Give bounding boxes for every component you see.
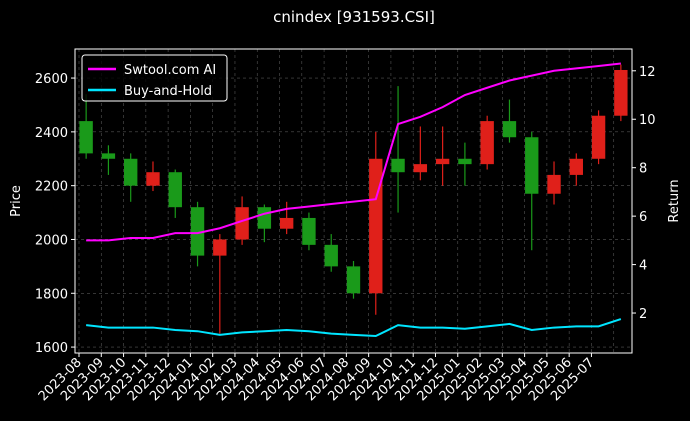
y2-tick-label: 12 — [639, 65, 656, 80]
legend-label: Buy-and-Hold — [124, 84, 212, 99]
candle-body — [168, 172, 182, 208]
y2-tick-label: 8 — [639, 162, 647, 177]
line-series — [86, 62, 621, 242]
y2-tick-label: 10 — [639, 113, 656, 128]
y2-axis-label: Return — [667, 179, 682, 222]
chart-title: cnindex [931593.CSI] — [273, 8, 435, 26]
candle-body — [302, 217, 316, 245]
candle-body — [502, 121, 517, 138]
candle-body — [413, 164, 428, 173]
candle-body — [569, 158, 583, 175]
candle-body — [525, 137, 539, 194]
candle-body — [391, 158, 405, 173]
y-tick-label: 2200 — [35, 180, 68, 195]
candle-body — [435, 158, 450, 165]
candle-body — [614, 69, 628, 116]
legend-label: Swtool.com AI — [124, 63, 216, 78]
y2-tick-label: 6 — [639, 210, 647, 225]
candle-body — [124, 158, 138, 186]
candle-body — [146, 172, 160, 186]
legend: Swtool.com AI Buy-and-Hold — [81, 54, 228, 102]
line-series — [86, 318, 622, 338]
candle-body — [346, 266, 361, 294]
candle-body — [458, 158, 472, 165]
candle-body — [235, 207, 249, 240]
y-tick-label: 2600 — [35, 72, 68, 87]
candle-body — [79, 121, 93, 154]
candle-body — [101, 153, 116, 159]
y-tick-label: 1600 — [35, 341, 68, 356]
candle-body — [213, 239, 227, 256]
candle-body — [547, 174, 561, 194]
candle-body — [591, 115, 606, 159]
y2-tick-label: 2 — [639, 307, 647, 322]
plot-frame — [74, 48, 633, 354]
y-tick-label: 1800 — [35, 287, 68, 302]
candle-body — [369, 158, 383, 294]
y2-tick-label: 4 — [639, 259, 647, 274]
y-tick-label: 2000 — [35, 233, 68, 248]
candle-body — [480, 121, 494, 165]
candle-body — [190, 207, 205, 256]
y-tick-label: 2400 — [35, 126, 68, 141]
candle-body — [324, 244, 338, 267]
legend-box — [81, 54, 228, 102]
candle-body — [257, 207, 272, 229]
y-axis-label: Price — [9, 185, 24, 217]
candle-body — [279, 217, 294, 229]
